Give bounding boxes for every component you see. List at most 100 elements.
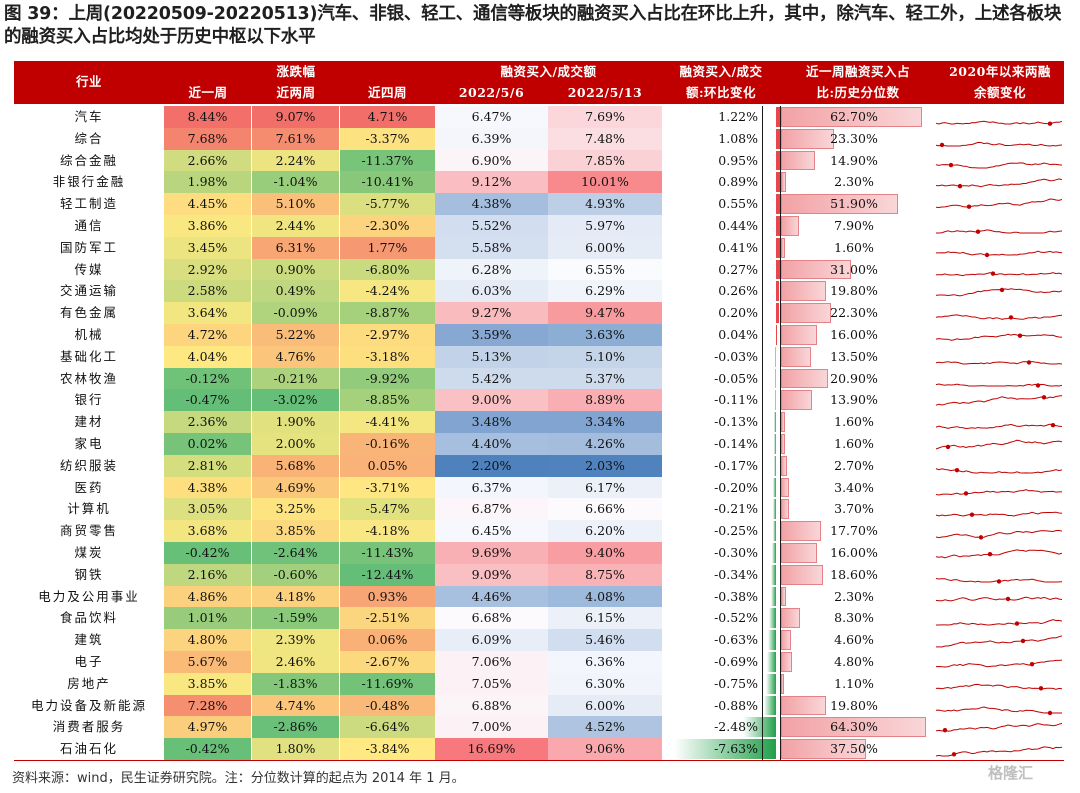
table-row: 消费者服务 4.97% -2.86% -6.64% 7.00% 4.52% -2.48% 64… xyxy=(14,716,1064,739)
trend-sparkline xyxy=(935,395,1062,407)
change-2w-cell: 2.00% xyxy=(252,433,340,455)
table-row: 轻工制造 4.45% 5.10% -5.77% 4.38% 4.93% 0.55% 51.90… xyxy=(14,193,1064,215)
sparkline-marker xyxy=(1047,710,1053,715)
trend-sparkline xyxy=(935,141,1062,147)
change-1w-cell: 0.02% xyxy=(164,433,252,455)
percentile-value: 7.90% xyxy=(834,218,874,233)
percentile-cell: 37.50% xyxy=(780,738,928,760)
change-1w-cell: 4.72% xyxy=(164,324,252,346)
change-2w-cell: 1.80% xyxy=(252,738,340,760)
percentile-cell: 3.70% xyxy=(780,498,928,520)
change-4w-cell: -2.97% xyxy=(340,324,435,346)
percentile-cell: 31.00% xyxy=(780,259,928,281)
change-2w-cell: 4.74% xyxy=(252,694,340,717)
change-2w-cell: -1.59% xyxy=(252,607,340,630)
trend-sparkline xyxy=(936,271,1062,276)
source-note: 资料来源：wind，民生证券研究院。注：分位数计算的起点为 2014 年 1 月… xyxy=(12,771,465,786)
percentile-bar xyxy=(781,739,866,759)
header-date2: 2022/5/13 xyxy=(567,85,643,100)
sparkline-marker xyxy=(1035,382,1041,388)
sparkline-path xyxy=(936,619,1062,626)
table-row: 房地产 3.85% -1.83% -11.69% 7.05% 6.30% -0.75% 1.1… xyxy=(14,672,1064,695)
industry-name: 通信 xyxy=(74,218,104,233)
table-row: 煤炭 -0.42% -2.64% -11.43% 9.69% 9.40% -0.30% 16.… xyxy=(14,542,1064,564)
sparkline-marker xyxy=(945,444,951,450)
table-row: 食品饮料 1.01% -1.59% -2.51% 6.68% 6.15% -0.52% 8.3… xyxy=(14,607,1064,630)
percentile-bar xyxy=(781,499,790,520)
change-2w-cell: 4.69% xyxy=(252,476,340,499)
ratio-date2-cell: 6.15% xyxy=(548,607,662,630)
wow-change-bar xyxy=(766,652,776,672)
industry-name: 非银行金融 xyxy=(52,174,126,190)
wow-change-bar xyxy=(774,412,776,432)
ratio-date2-cell: 6.30% xyxy=(548,672,662,695)
percentile-cell: 1.60% xyxy=(780,237,928,259)
change-2w-cell: 3.25% xyxy=(252,498,340,521)
industry-name: 电力及公用事业 xyxy=(38,588,140,604)
sparkline-path xyxy=(936,250,1062,256)
percentile-value: 16.00% xyxy=(830,327,878,342)
change-2w-cell: 5.68% xyxy=(252,454,340,477)
wow-change-cell: -0.11% xyxy=(662,389,780,411)
percentile-value: 13.50% xyxy=(830,348,878,364)
change-1w-cell: 4.04% xyxy=(164,345,252,368)
industry-name: 电力设备及新能源 xyxy=(30,697,147,713)
trend-sparkline xyxy=(935,488,1062,496)
ratio-date2-cell: 6.55% xyxy=(548,258,662,281)
industry-name: 食品饮料 xyxy=(59,610,118,626)
ratio-date2-cell: 3.63% xyxy=(548,324,662,346)
percentile-value: 3.40% xyxy=(834,479,874,495)
sparkline-path xyxy=(936,271,1062,276)
trend-sparkline xyxy=(935,439,1062,450)
wow-change-value: 0.27% xyxy=(718,261,758,277)
sparkline-marker xyxy=(1017,333,1023,338)
change-2w-cell: -0.60% xyxy=(252,563,340,586)
ratio-date2-cell: 9.40% xyxy=(548,542,662,564)
sparkline-path xyxy=(935,512,1062,517)
change-4w-cell: -11.43% xyxy=(340,542,435,564)
wow-change-value: -0.21% xyxy=(714,501,758,517)
industry-name: 农林牧渔 xyxy=(59,370,118,386)
sparkline-path xyxy=(935,288,1062,297)
trend-sparkline xyxy=(935,723,1062,733)
table-row: 交通运输 2.58% 0.49% -4.24% 6.03% 6.29% 0.26% 19.80… xyxy=(14,280,1064,303)
ratio-date1-cell: 7.05% xyxy=(435,672,548,695)
sparkline-marker xyxy=(990,271,996,276)
wow-change-value: -0.30% xyxy=(714,545,758,560)
wow-change-value: -0.38% xyxy=(714,588,758,604)
wow-change-bar xyxy=(774,390,776,411)
percentile-value: 1.10% xyxy=(834,675,874,691)
change-4w-cell: 0.05% xyxy=(340,454,435,477)
percentile-bar xyxy=(781,477,789,498)
table-row: 商贸零售 3.68% 3.85% -4.18% 6.45% 6.20% -0.25% 17.7… xyxy=(14,520,1064,542)
wow-change-value: -0.52% xyxy=(714,610,758,626)
percentile-bar xyxy=(781,521,821,541)
table-row: 建材 2.36% 1.90% -4.41% 3.48% 3.34% -0.13% 1.60% xyxy=(14,411,1064,433)
percentile-bar xyxy=(781,368,829,389)
percentile-value: 2.70% xyxy=(834,457,874,473)
sparkline-path xyxy=(936,635,1062,648)
table-row: 传媒 2.92% 0.90% -6.80% 6.28% 6.55% 0.27% 31.00% xyxy=(14,258,1064,281)
industry-name: 商贸零售 xyxy=(59,523,118,539)
trend-sparkline xyxy=(935,120,1062,126)
ratio-date2-cell: 5.10% xyxy=(548,345,662,368)
ratio-date1-cell: 4.40% xyxy=(435,433,548,455)
sparkline-marker xyxy=(984,252,990,257)
ratio-date2-cell: 7.48% xyxy=(548,127,662,150)
sparkline-path xyxy=(935,161,1062,169)
wow-change-bar xyxy=(742,717,776,738)
sparkline-path xyxy=(935,530,1062,539)
trend-sparkline xyxy=(935,577,1062,584)
table-row: 通信 3.86% 2.44% -2.30% 5.52% 5.97% 0.44% 7.90% xyxy=(14,215,1064,237)
sparkline-marker xyxy=(969,512,975,518)
change-4w-cell: -8.87% xyxy=(340,302,435,324)
wow-change-value: -0.20% xyxy=(714,479,758,495)
wow-change-cell: 0.27% xyxy=(662,259,780,281)
change-4w-cell: 0.93% xyxy=(340,585,435,608)
change-2w-cell: 2.46% xyxy=(252,651,340,673)
sparkline-path xyxy=(935,383,1062,387)
header-trend-line1: 2020年以来两融 xyxy=(949,64,1051,79)
sparkline-path xyxy=(935,141,1062,147)
industry-name: 计算机 xyxy=(67,501,111,517)
wow-change-bar xyxy=(776,128,780,149)
